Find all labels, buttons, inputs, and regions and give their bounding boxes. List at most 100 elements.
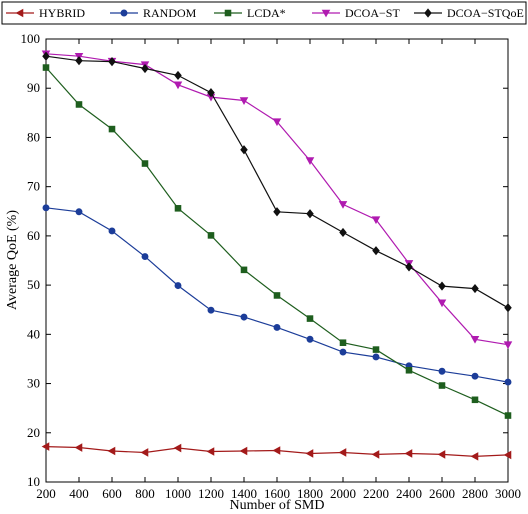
legend-marker (15, 8, 24, 18)
series-random (42, 204, 512, 386)
x-tick-label: 400 (69, 486, 89, 501)
data-point-random (42, 204, 50, 212)
data-point-hybrid (173, 443, 182, 453)
data-point-random (174, 282, 182, 290)
legend-item-dcoa-stqoe: DCOA−STQoE (414, 6, 524, 20)
data-point-random (372, 353, 380, 361)
data-point-random (75, 208, 83, 216)
data-point-hybrid (239, 446, 248, 456)
y-tick-label: 30 (27, 376, 40, 391)
legend: HYBRID RANDOM LCDA* DCOA−ST DCOA−STQoE (1, 1, 527, 25)
data-point-lcda (273, 292, 281, 299)
legend-label: DCOA−STQoE (447, 6, 524, 20)
y-tick-label: 40 (27, 326, 40, 341)
data-point-lcda (207, 232, 215, 239)
data-point-dcoa-stqoe (438, 281, 446, 291)
data-point-hybrid (206, 447, 215, 456)
data-point-lcda (141, 160, 149, 167)
x-tick-label: 200 (36, 486, 56, 501)
data-point-random (207, 306, 215, 314)
data-point-hybrid (437, 450, 446, 459)
data-point-hybrid (107, 446, 116, 456)
data-point-lcda (372, 346, 380, 353)
data-point-lcda (405, 366, 413, 374)
x-axis-title: Number of SMD (230, 498, 325, 513)
series-dcoa-stqoe (42, 51, 512, 313)
y-axis-title: Average QoE (%) (5, 210, 20, 310)
data-point-dcoa-st (470, 335, 480, 344)
x-tick-label: 2400 (396, 486, 422, 501)
data-point-random (240, 313, 248, 321)
legend-box (1, 1, 527, 25)
x-tick-label: 1200 (198, 486, 224, 501)
data-point-lcda (108, 125, 116, 133)
y-tick-label: 20 (27, 425, 40, 440)
data-point-dcoa-stqoe (240, 145, 248, 155)
data-point-hybrid (272, 446, 281, 455)
legend-marker (120, 9, 128, 17)
y-axis-ticks: 10 20 30 40 50 60 70 80 90 100 (21, 31, 508, 489)
y-tick-label: 10 (27, 474, 40, 489)
data-point-lcda (174, 205, 182, 212)
y-tick-label: 50 (27, 277, 40, 292)
legend-label: DCOA−ST (345, 6, 400, 20)
data-point-hybrid (140, 448, 149, 457)
data-point-hybrid (503, 450, 512, 460)
data-point-lcda (339, 339, 347, 346)
x-tick-label: 1800 (297, 486, 323, 501)
y-tick-label: 60 (27, 228, 40, 243)
data-point-random (141, 253, 149, 261)
y-tick-label: 100 (21, 31, 41, 46)
data-point-hybrid (74, 443, 83, 452)
data-point-lcda (75, 101, 83, 108)
data-point-dcoa-stqoe (108, 57, 116, 67)
legend-marker (424, 8, 432, 18)
data-point-random (438, 367, 446, 375)
data-point-lcda (471, 396, 479, 404)
data-point-hybrid (305, 449, 314, 458)
data-point-hybrid (371, 450, 380, 459)
data-point-dcoa-st (338, 201, 348, 209)
x-tick-label: 2000 (330, 486, 356, 501)
data-point-dcoa-stqoe (207, 88, 215, 98)
y-tick-label: 90 (27, 80, 40, 95)
y-tick-label: 80 (27, 129, 40, 144)
x-tick-label: 2200 (363, 486, 389, 501)
data-point-lcda (438, 382, 446, 389)
data-point-dcoa-st (503, 341, 513, 350)
legend-marker (224, 9, 232, 17)
legend-label: LCDA* (247, 6, 286, 20)
x-tick-label: 3000 (495, 486, 521, 501)
data-point-dcoa-stqoe (405, 262, 413, 272)
data-point-dcoa-stqoe (471, 283, 479, 294)
legend-label: RANDOM (143, 6, 197, 20)
data-point-dcoa-stqoe (174, 70, 182, 81)
data-point-lcda (240, 266, 248, 274)
legend-item-random: RANDOM (110, 6, 197, 20)
data-point-dcoa-st (305, 157, 315, 166)
data-point-dcoa-st (173, 81, 183, 90)
y-tick-label: 70 (27, 179, 40, 194)
series-hybrid (41, 442, 512, 461)
data-point-dcoa-stqoe (339, 227, 347, 238)
data-point-random (108, 227, 116, 235)
series-layer (41, 50, 513, 461)
data-point-hybrid (470, 452, 479, 461)
legend-marker (321, 9, 331, 18)
data-point-dcoa-stqoe (141, 63, 149, 74)
data-point-dcoa-stqoe (75, 56, 83, 66)
series-line-dcoa-stqoe (45, 55, 509, 309)
x-tick-label: 1600 (264, 486, 290, 501)
x-axis-ticks: 200 400 600 800 1000 1200 1400 1600 1800 2000 2200… (36, 39, 521, 501)
data-point-hybrid (404, 449, 413, 458)
data-point-hybrid (338, 448, 347, 457)
data-point-dcoa-st (437, 299, 447, 308)
data-point-dcoa-stqoe (372, 246, 380, 256)
x-tick-label: 2800 (462, 486, 488, 501)
data-point-lcda (306, 315, 314, 322)
x-tick-label: 1400 (231, 486, 257, 501)
data-point-lcda (42, 64, 50, 71)
data-point-dcoa-stqoe (504, 303, 512, 313)
data-point-hybrid (41, 442, 50, 451)
